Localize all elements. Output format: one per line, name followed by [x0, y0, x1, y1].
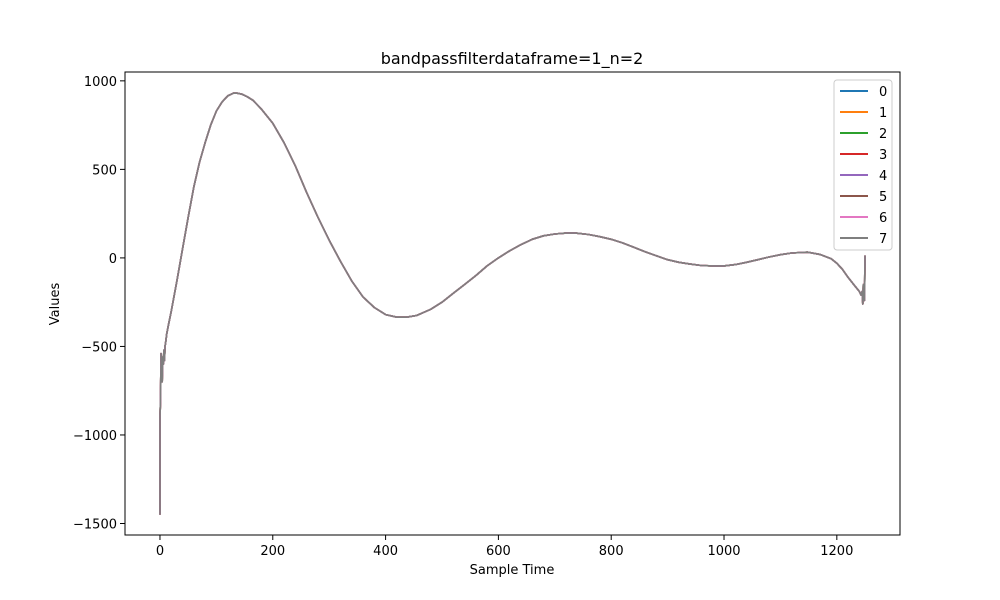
y-tick-label: 0: [109, 252, 117, 267]
legend-label-5: 5: [879, 190, 887, 205]
y-tick-label: 1000: [84, 75, 117, 90]
x-axis-ticks: 0 200 400 600 800 1000 1200: [156, 535, 853, 559]
legend-label-7: 7: [879, 232, 887, 247]
plot-frame: [124, 71, 901, 536]
legend-label-3: 3: [879, 148, 887, 163]
x-tick-label: 600: [486, 544, 511, 559]
legend: 0 1 2 3 4 5 6 7: [833, 79, 893, 251]
y-tick-label: −1500: [73, 517, 117, 532]
y-axis-ticks: −1500 −1000 −500 0 500 1000: [73, 75, 125, 532]
legend-label-1: 1: [879, 106, 887, 121]
y-tick-label: 500: [92, 163, 117, 178]
legend-label-4: 4: [879, 169, 887, 184]
legend-box: [833, 79, 893, 251]
x-tick-label: 1200: [820, 544, 853, 559]
legend-label-6: 6: [879, 211, 887, 226]
y-tick-label: −1000: [73, 429, 117, 444]
chart-title: bandpassfilterdataframe=1_n=2: [381, 49, 644, 69]
series-line-7: [159, 92, 866, 515]
x-tick-label: 1000: [707, 544, 740, 559]
x-tick-label: 400: [373, 544, 398, 559]
x-axis-label: Sample Time: [470, 563, 555, 578]
x-tick-label: 800: [599, 544, 624, 559]
y-axis-label: Values: [48, 283, 63, 326]
legend-label-0: 0: [879, 85, 887, 100]
plot-lines: [159, 92, 866, 515]
x-tick-label: 200: [260, 544, 285, 559]
legend-label-2: 2: [879, 127, 887, 142]
y-tick-label: −500: [81, 340, 117, 355]
x-tick-label: 0: [156, 544, 164, 559]
